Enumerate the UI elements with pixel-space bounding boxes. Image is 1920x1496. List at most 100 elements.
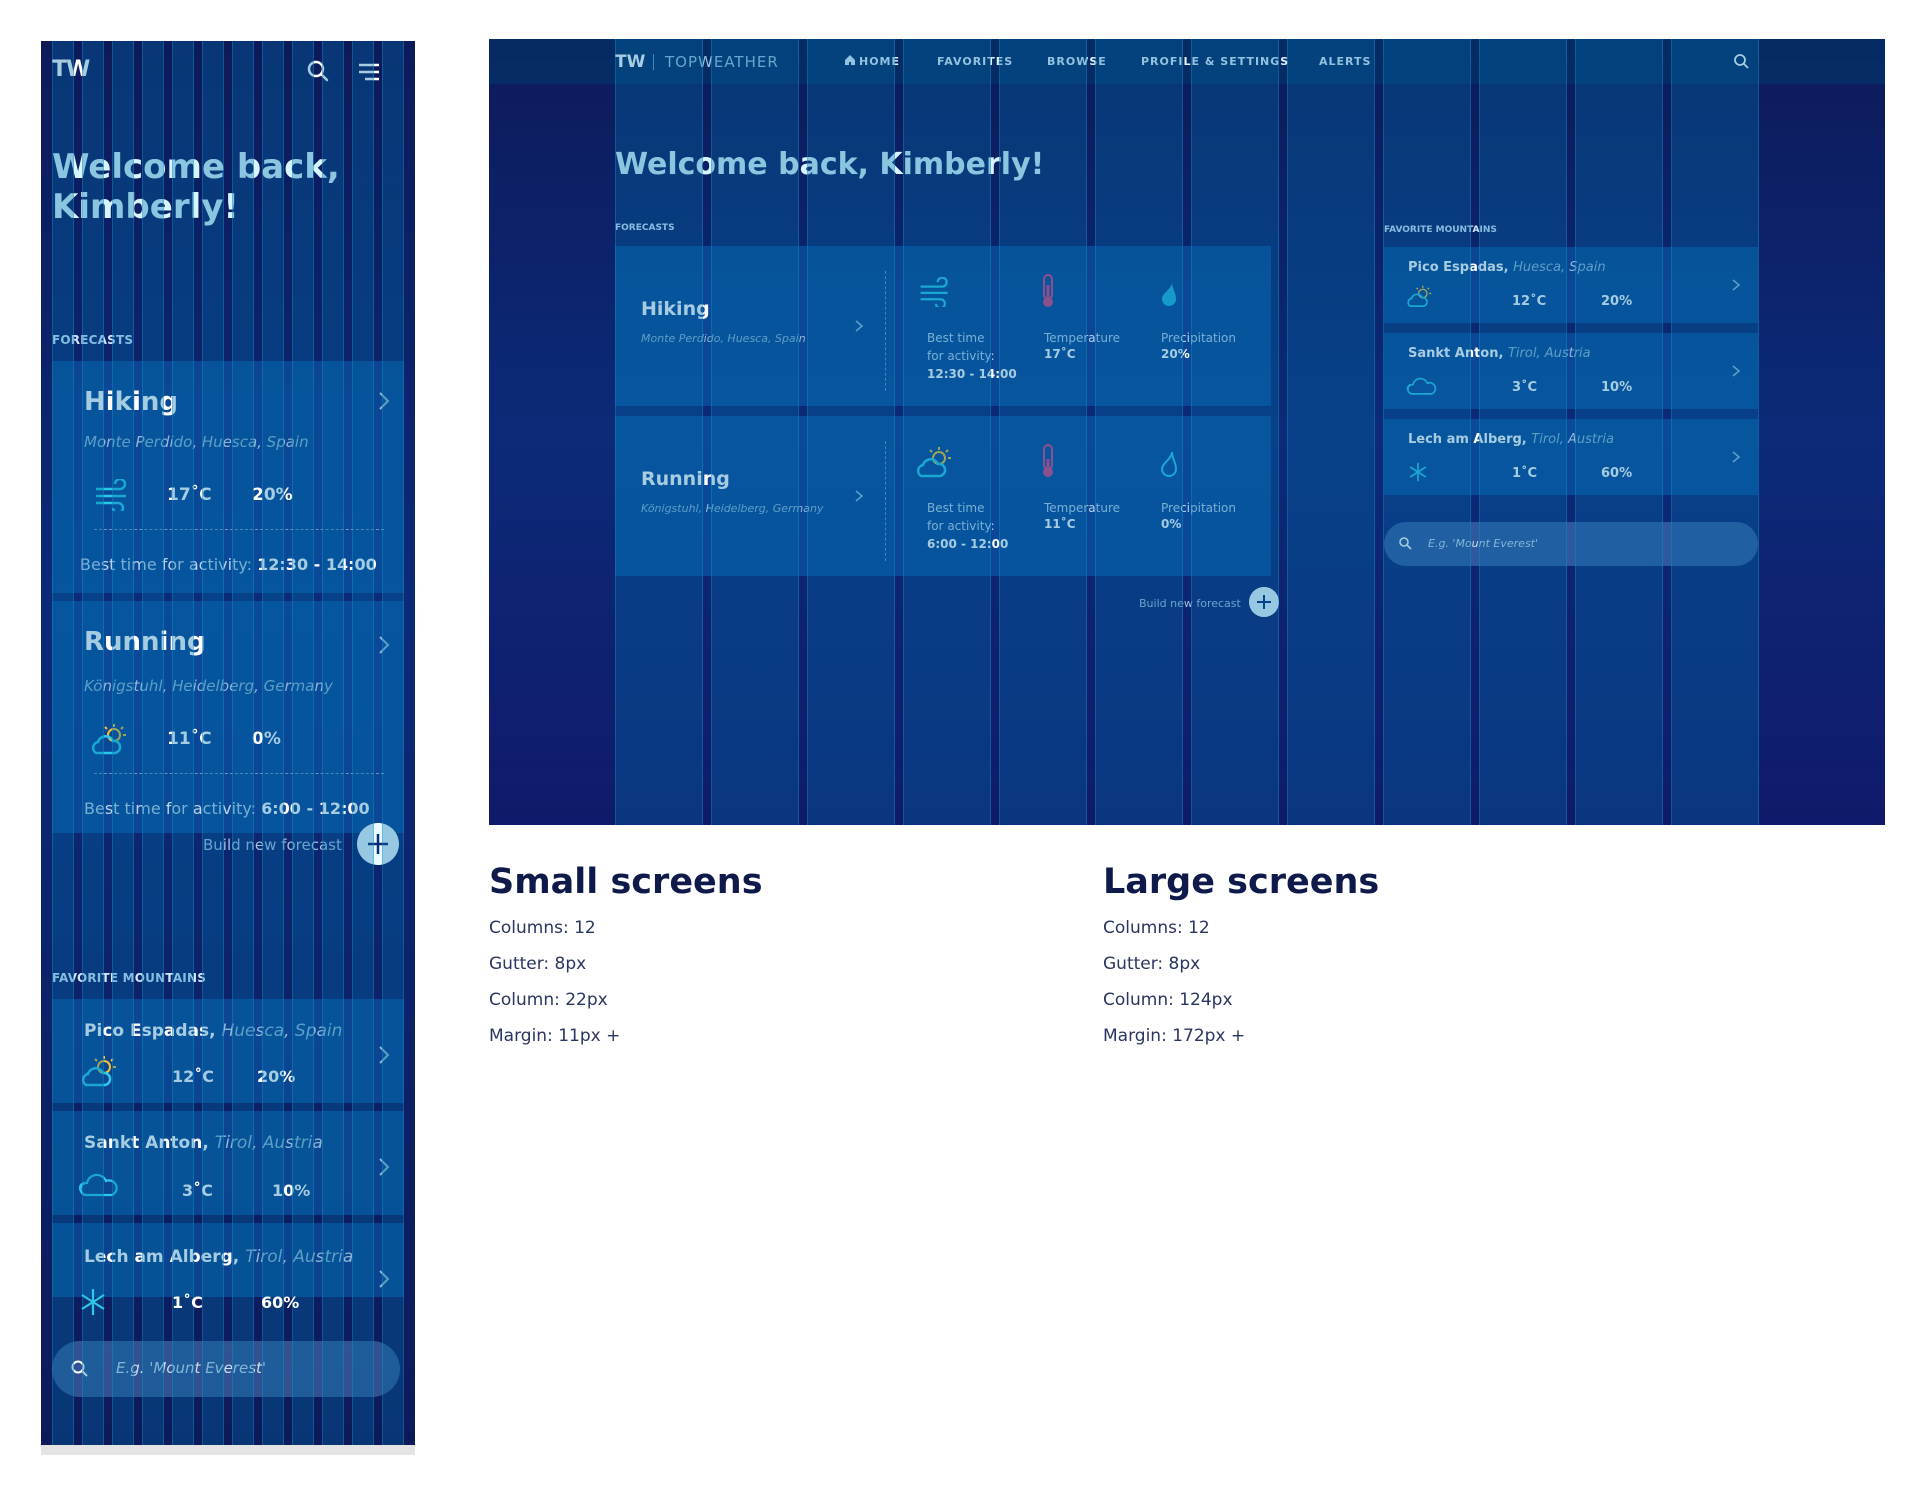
best-time-label-line2: for activity: [927,519,995,533]
forecasts-section-label: FORECASTS [52,333,134,347]
logo-separator [653,54,654,70]
add-forecast-button[interactable] [357,823,399,865]
partly-sunny-icon [916,447,951,478]
mountain-precip: 60% [1601,466,1633,481]
partly-sunny-icon [1407,285,1432,307]
temperature-value: 11˚C [1044,517,1076,531]
build-forecast-label[interactable]: Build new forecast [1139,597,1241,610]
nav-browse[interactable]: BROWSE [1047,55,1107,68]
forecast-card-hiking[interactable]: Hiking Monte Perdido, Huesca, Spain 17˚C… [52,361,404,593]
forecast-title: Hiking [84,387,178,417]
dashed-divider [885,271,886,391]
mountain-name: Pico Espadas, Huesca, Spain [84,1021,342,1041]
mountain-region: Huesca, Spain [1513,260,1606,275]
menu-icon[interactable] [357,61,381,83]
forecast-card-running[interactable]: Running Königstuhl, Heidelberg, Germany … [52,601,404,833]
forecast-best-time: Best time for activity: 6:00 - 12:00 [84,799,370,818]
temperature-value: 17˚C [1044,347,1076,361]
chevron-right-icon[interactable] [1731,364,1741,378]
forecast-card-running[interactable]: Running Königstuhl, Heidelberg, Germany … [615,416,1271,576]
forecasts-section-label: FORECASTS [615,223,675,233]
build-forecast-label[interactable]: Build new forecast [203,836,342,854]
chevron-right-icon[interactable] [854,319,864,333]
small-margin-spec: Margin: 11px + [489,1026,621,1046]
welcome-heading: Welcome back, Kimberly! [52,147,340,227]
add-forecast-button[interactable] [1249,587,1279,617]
mountain-name: Sankt Anton, Tirol, Austria [84,1133,323,1153]
mountain-name: Sankt Anton, Tirol, Austria [1408,346,1591,361]
search-icon[interactable] [1733,53,1749,69]
mountain-temp: 12˚C [172,1067,215,1086]
desktop-nav-bar: TW TOPWEATHER HOME FAVORITES BROWSE PROF… [489,39,1885,84]
mountain-region: Tirol, Austria [214,1133,323,1153]
chevron-right-icon[interactable] [377,635,391,655]
desktop-logo[interactable]: TW [615,52,646,72]
dashed-divider [94,529,384,530]
mobile-top-bar: TW [41,41,415,101]
mountain-card[interactable]: Lech am Alberg, Tirol, Austria 1˚C 60% [1384,419,1758,495]
nav-home[interactable]: HOME [859,55,901,68]
chevron-right-icon[interactable] [377,391,391,411]
snowflake-icon [1409,462,1427,482]
best-time-label: Best time for activity: [927,329,995,365]
best-time-label-line2: for activity: [927,349,995,363]
precipitation-value: 0% [1161,517,1182,531]
best-time-label-line1: Best time [927,331,985,345]
best-time-label: Best time for activity: [84,799,257,818]
forecast-location: Monte Perdido, Huesca, Spain [84,433,309,451]
mobile-logo[interactable]: TW [52,57,90,82]
mountain-card[interactable]: Pico Espadas, Huesca, Spain 12˚C 20% [1384,247,1758,323]
forecast-temp: 11˚C [167,729,212,749]
forecast-temp: 17˚C [167,485,212,505]
nav-alerts[interactable]: ALERTS [1319,55,1372,68]
mountain-temp: 3˚C [1512,380,1538,395]
small-columns-spec: Columns: 12 [489,918,596,938]
large-gutter-spec: Gutter: 8px [1103,954,1201,974]
mountain-card[interactable]: Lech am Alberg, Tirol, Austria [52,1223,404,1297]
mountain-name-text: Lech am Alberg, [1408,432,1527,447]
forecast-best-time: Best time for activity: 12:30 - 14:00 [80,555,377,574]
chevron-right-icon[interactable] [377,1157,391,1177]
mountain-region: Tirol, Austria [1531,432,1614,447]
search-icon [1399,537,1412,550]
mountain-name-text: Sankt Anton, [1408,346,1504,361]
droplet-icon [1160,451,1178,477]
precipitation-label: Precipitation [1161,331,1237,345]
chevron-right-icon[interactable] [1731,278,1741,292]
chevron-right-icon[interactable] [377,1045,391,1065]
mountain-temp: 12˚C [1512,294,1547,309]
best-time-value: 12:30 - 14:00 [927,367,1017,381]
nav-favorites[interactable]: FAVORITES [937,55,1014,68]
mountain-region: Tirol, Austria [1507,346,1591,361]
chevron-right-icon[interactable] [854,489,864,503]
mountain-name-text: Sankt Anton, [84,1133,209,1153]
search-icon [71,1360,88,1377]
nav-profile-settings[interactable]: PROFILE & SETTINGS [1141,55,1290,68]
partly-sunny-icon [81,1056,116,1087]
cloud-icon [1406,377,1437,395]
thermometer-icon [1043,444,1053,477]
mountain-search-field[interactable]: E.g. 'Mount Everest' [1384,522,1758,566]
mountain-card[interactable]: Sankt Anton, Tirol, Austria 3˚C 10% [1384,333,1758,409]
precipitation-label: Precipitation [1161,501,1237,515]
desktop-mockup: TW TOPWEATHER HOME FAVORITES BROWSE PROF… [489,39,1885,825]
chevron-right-icon[interactable] [1731,450,1741,464]
chevron-right-icon[interactable] [377,1269,391,1289]
brand-name[interactable]: TOPWEATHER [665,53,779,71]
forecast-card-hiking[interactable]: Hiking Monte Perdido, Huesca, Spain Best… [615,246,1271,406]
small-screens-heading: Small screens [489,862,763,902]
search-placeholder: E.g. 'Mount Everest' [116,1359,267,1377]
cloud-icon [78,1173,118,1197]
wind-icon [920,277,948,307]
search-icon[interactable] [306,59,330,83]
mountain-search-field[interactable]: E.g. 'Mount Everest' [52,1341,400,1397]
mountain-card[interactable]: Sankt Anton, Tirol, Austria 3˚C 10% [52,1111,404,1215]
thermometer-icon [1043,274,1053,307]
best-time-value: 6:00 - 12:00 [927,537,1009,551]
mountain-precip: 10% [1601,380,1633,395]
droplet-icon [1162,282,1176,306]
mountain-card[interactable]: Pico Espadas, Huesca, Spain 12˚C 20% [52,999,404,1103]
favorite-mountains-label: FAVORITE MOUNTAINS [1384,225,1497,235]
mountain-precip: 60% [261,1293,300,1312]
large-column-spec: Column: 124px [1103,990,1233,1010]
